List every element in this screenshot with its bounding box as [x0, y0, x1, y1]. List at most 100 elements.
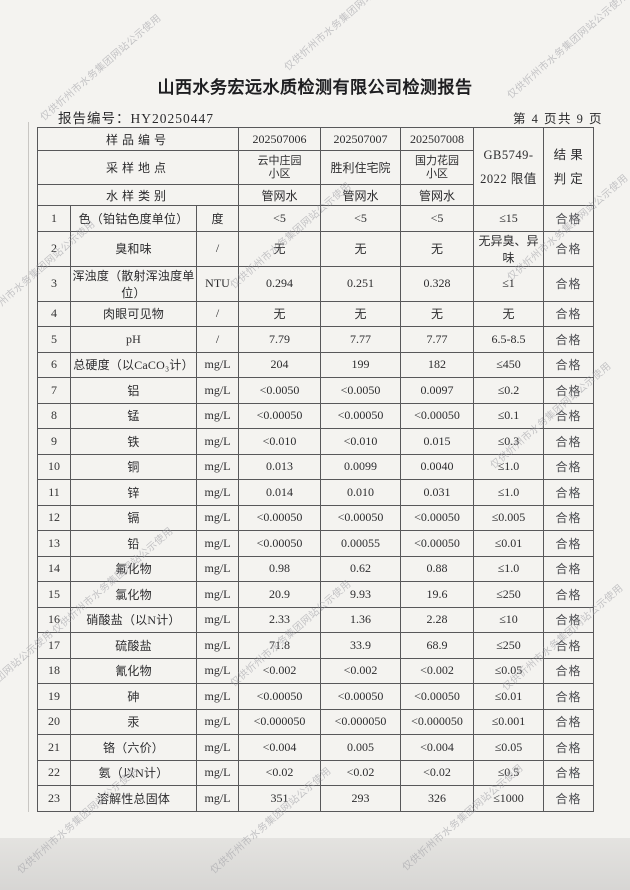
sample2-value: <0.0050: [320, 377, 401, 404]
sample3-value: 0.328: [400, 265, 474, 302]
sample3-value: 326: [400, 785, 474, 812]
unit: /: [196, 300, 239, 327]
sample2-value: 7.77: [320, 326, 401, 353]
sample-type-3: 管网水: [400, 184, 474, 206]
location-label: 采样地点: [37, 150, 239, 185]
unit: mg/L: [196, 606, 239, 633]
result-value: 合格: [543, 555, 594, 582]
sample1-value: <5: [238, 205, 321, 232]
results-table: 样品编号 202507006 202507007 202507008 GB574…: [37, 127, 594, 812]
results-body: 1 色（铂钴色度单位）度 <5 <5 <5 ≤15 合格 2 臭和味 / 无无无无异臭、异味 合格 3 浑…: [37, 205, 594, 812]
sample1-value: <0.00050: [238, 683, 321, 710]
limit-value: ≤15: [473, 205, 544, 232]
param-name: 氟化物: [70, 555, 197, 582]
result-row: 5 pH/7.79 7.77 7.77 6.5-8.5 合格: [37, 326, 594, 353]
limit-value: 6.5-8.5: [473, 326, 544, 353]
sample3-value: <0.002: [400, 657, 474, 684]
header-row-sample-id: 样品编号 202507006 202507007 202507008 GB574…: [37, 127, 594, 206]
limit-value: ≤450: [473, 351, 544, 378]
row-number: 9: [37, 428, 71, 455]
unit: mg/L: [196, 504, 239, 531]
result-header-line2: 判 定: [553, 171, 584, 186]
limit-value: ≤0.2: [473, 377, 544, 404]
unit: mg/L: [196, 785, 239, 812]
sample3-value: 无: [400, 230, 474, 267]
result-row: 23 溶解性总固体 mg/L 351 293 326 ≤1000 合格: [37, 785, 594, 812]
sample3-value: <0.004: [400, 734, 474, 761]
row-number: 7: [37, 377, 71, 404]
result-row: 8 锰 mg/L <0.00050 <0.00050 <0.00050 ≤0.1 合格: [37, 402, 594, 429]
result-row: 12 镉 mg/L <0.00050 <0.00050 <0.00050 ≤0.005 合格: [37, 504, 594, 531]
result-row: 1 色（铂钴色度单位）度 <5 <5 <5 ≤15 合格: [37, 205, 594, 232]
result-value: 合格: [543, 785, 594, 812]
limit-value: ≤1: [473, 265, 544, 302]
limit-value: ≤0.3: [473, 428, 544, 455]
result-value: 合格: [543, 230, 594, 267]
result-row: 18 氰化物 mg/L <0.002 <0.002 <0.002 ≤0.05 合格: [37, 657, 594, 684]
row-number: 8: [37, 402, 71, 429]
result-value: 合格: [543, 657, 594, 684]
param-name: 锰: [70, 402, 197, 429]
unit: mg/L: [196, 581, 239, 608]
row-number: 19: [37, 683, 71, 710]
sample1-value: <0.004: [238, 734, 321, 761]
sample1-value: <0.00050: [238, 402, 321, 429]
unit: mg/L: [196, 708, 239, 735]
sample2-value: 9.93: [320, 581, 401, 608]
sample3-value: 0.88: [400, 555, 474, 582]
unit: mg/L: [196, 632, 239, 659]
param-name: 氯化物: [70, 581, 197, 608]
param-name: 铝: [70, 377, 197, 404]
result-value: 合格: [543, 300, 594, 327]
table-header: 样品编号 202507006 202507007 202507008 GB574…: [37, 127, 594, 206]
param-name: 浑浊度（散射浑浊度单位）: [70, 265, 197, 302]
limit-value: ≤0.5: [473, 759, 544, 786]
location-3: 国力花园 小区: [400, 150, 474, 185]
limit-value: ≤0.001: [473, 708, 544, 735]
sample3-value: 2.28: [400, 606, 474, 633]
param-name: 锌: [70, 479, 197, 506]
result-value: 合格: [543, 453, 594, 480]
unit: mg/L: [196, 479, 239, 506]
sample2-value: <0.02: [320, 759, 401, 786]
param-name: 臭和味: [70, 230, 197, 267]
row-number: 5: [37, 326, 71, 353]
param-name: 汞: [70, 708, 197, 735]
sample1-value: 7.79: [238, 326, 321, 353]
report-title: 山西水务宏远水质检测有限公司检测报告: [157, 78, 473, 97]
sample1-value: <0.00050: [238, 530, 321, 557]
param-name: 氨（以N计）: [70, 759, 197, 786]
sample1-value: 0.014: [238, 479, 321, 506]
result-value: 合格: [543, 351, 594, 378]
sample3-value: <5: [400, 205, 474, 232]
sample1-value: 71.8: [238, 632, 321, 659]
result-row: 22 氨（以N计） mg/L <0.02 <0.02 <0.02 ≤0.5 合格: [37, 759, 594, 786]
sample3-value: 0.031: [400, 479, 474, 506]
result-value: 合格: [543, 734, 594, 761]
sample3-value: 0.0097: [400, 377, 474, 404]
sample-id-2: 202507007: [320, 127, 401, 151]
sample1-value: 2.33: [238, 606, 321, 633]
param-name: 铬（六价）: [70, 734, 197, 761]
result-value: 合格: [543, 606, 594, 633]
sample2-value: <0.00050: [320, 402, 401, 429]
sample3-value: 182: [400, 351, 474, 378]
row-number: 14: [37, 555, 71, 582]
result-row: 19 砷 mg/L <0.00050 <0.00050 <0.00050 ≤0.01 合格: [37, 683, 594, 710]
result-row: 2 臭和味 / 无无无无异臭、异味 合格: [37, 230, 594, 267]
sample2-value: 0.005: [320, 734, 401, 761]
report-number: 报告编号：HY20250447: [58, 111, 214, 126]
scan-bottom-band: [0, 838, 630, 890]
row-number: 12: [37, 504, 71, 531]
sample-type-2: 管网水: [320, 184, 401, 206]
sample3-value: <0.00050: [400, 402, 474, 429]
limit-value: ≤0.1: [473, 402, 544, 429]
result-value: 合格: [543, 402, 594, 429]
location-2: 胜利住宅院: [320, 150, 401, 185]
unit: mg/L: [196, 377, 239, 404]
row-number: 21: [37, 734, 71, 761]
limit-value: ≤1.0: [473, 453, 544, 480]
sample2-value: 无: [320, 300, 401, 327]
unit: mg/L: [196, 734, 239, 761]
param-name: pH: [70, 326, 197, 353]
